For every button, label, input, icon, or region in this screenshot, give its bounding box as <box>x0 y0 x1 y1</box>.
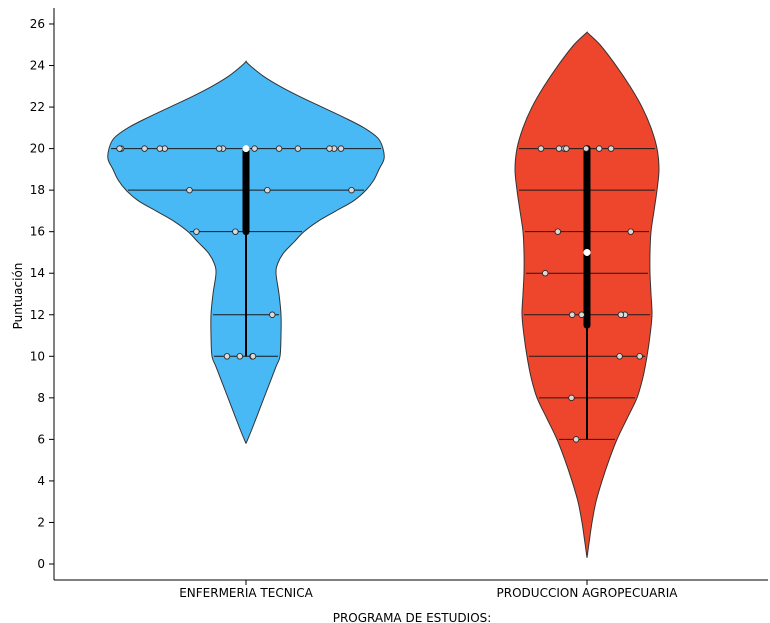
data-point <box>264 186 271 194</box>
data-point <box>156 145 164 152</box>
violin-group <box>514 31 660 558</box>
data-point <box>563 145 570 152</box>
data-point <box>636 353 643 360</box>
data-point <box>616 353 623 360</box>
violin-group <box>107 60 385 444</box>
y-tick-label: 24 <box>30 59 45 73</box>
data-point <box>568 394 575 402</box>
y-tick-label: 4 <box>37 474 45 488</box>
y-axis-label: Puntuación <box>11 263 25 330</box>
data-point <box>141 145 148 152</box>
data-point <box>578 311 585 318</box>
data-point <box>249 353 257 360</box>
violins-layer <box>107 31 660 558</box>
data-point <box>627 228 634 235</box>
y-tick-label: 8 <box>37 391 45 405</box>
data-point <box>294 145 302 152</box>
data-point <box>326 145 333 152</box>
data-point <box>568 311 576 318</box>
data-point <box>223 353 231 360</box>
y-tick-label: 22 <box>30 100 45 114</box>
data-point <box>251 145 258 152</box>
y-tick-label: 10 <box>30 349 45 363</box>
data-point <box>607 145 615 152</box>
data-point <box>542 270 549 277</box>
data-point <box>269 311 276 318</box>
y-tick-label: 20 <box>30 142 45 156</box>
y-tick-label: 12 <box>30 308 45 322</box>
data-point <box>582 145 590 152</box>
data-point <box>193 228 200 235</box>
data-point <box>554 228 561 235</box>
data-point <box>337 145 345 152</box>
data-point <box>617 311 625 318</box>
data-point <box>275 145 283 152</box>
data-point <box>572 436 580 443</box>
x-axis: ENFERMERIA TECNICA PRODUCCION AGROPECUARI… <box>54 579 768 600</box>
data-point <box>236 353 244 360</box>
x-tick-label: ENFERMERIA TECNICA <box>179 586 313 600</box>
y-tick-label: 16 <box>30 225 45 239</box>
y-tick-label: 0 <box>37 557 45 571</box>
y-tick-label: 2 <box>37 515 45 529</box>
data-point <box>537 145 545 152</box>
y-tick-label: 18 <box>30 183 45 197</box>
y-tick-label: 26 <box>30 17 45 31</box>
data-point <box>555 145 563 152</box>
data-point <box>116 145 123 152</box>
data-point <box>215 145 223 152</box>
median-marker <box>583 248 591 256</box>
x-tick-label: PRODUCCION AGROPECUARIA <box>497 586 679 600</box>
x-axis-label: PROGRAMA DE ESTUDIOS: <box>333 611 492 623</box>
data-point <box>596 145 603 152</box>
data-point <box>232 228 239 235</box>
y-tick-label: 6 <box>37 432 45 446</box>
y-tick-label: 14 <box>30 266 45 280</box>
data-point <box>348 186 355 194</box>
median-marker <box>242 145 250 153</box>
data-point <box>186 186 193 194</box>
